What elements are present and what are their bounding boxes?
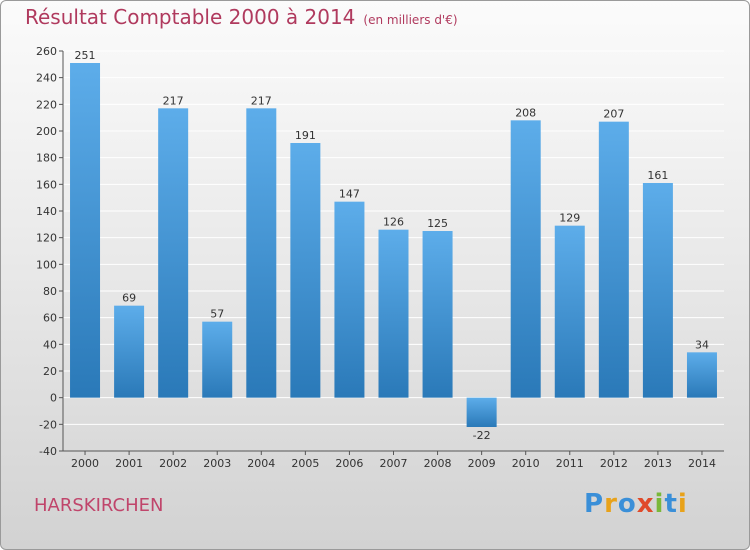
y-tick-label: 140 <box>36 205 57 218</box>
y-tick-label: 220 <box>36 98 57 111</box>
x-tick-label: 2002 <box>159 457 187 470</box>
value-label: 251 <box>75 49 96 62</box>
y-tick-label: 40 <box>43 338 57 351</box>
bar-2004 <box>246 108 277 398</box>
y-tick-label: -20 <box>39 418 57 431</box>
value-labels: 251 69 217 57 217 191 147 126 125 -22 208 129 207 161… <box>75 49 709 442</box>
bar-2014 <box>686 352 717 398</box>
bar-2003 <box>202 321 233 398</box>
bar-2002 <box>158 108 189 398</box>
y-tick-label: 0 <box>50 392 57 405</box>
unit-label: (en milliers d'€) <box>363 13 458 27</box>
value-label: 125 <box>427 217 448 230</box>
value-label: 191 <box>295 129 316 142</box>
x-tick-label: 2004 <box>247 457 275 470</box>
y-tick-labels: -40 -20 0 20 40 60 80 100 120 140 160 180 200 220 240 2… <box>36 45 57 458</box>
x-tick-label: 2008 <box>424 457 452 470</box>
value-label: 69 <box>122 292 136 305</box>
proxiti-logo: Proxiti <box>584 489 688 519</box>
bar-2001 <box>114 305 145 398</box>
y-tick-label: 100 <box>36 258 57 271</box>
x-tick-label: 2005 <box>291 457 319 470</box>
commune-name: HARSKIRCHEN <box>34 495 164 516</box>
value-label: 147 <box>339 188 360 201</box>
x-tick-label: 2012 <box>600 457 628 470</box>
y-tick-label: 180 <box>36 152 57 165</box>
value-label: 208 <box>515 106 536 119</box>
bar-2007 <box>378 229 409 398</box>
bar-2010 <box>510 120 541 398</box>
bar-2013 <box>642 183 673 398</box>
x-tick-label: 2007 <box>380 457 408 470</box>
x-tick-label: 2003 <box>203 457 231 470</box>
bar-2006 <box>334 201 365 398</box>
value-label: -22 <box>473 429 491 442</box>
title-text: Résultat Comptable 2000 à 2014 <box>25 5 356 29</box>
bar-2012 <box>598 121 629 398</box>
x-tick-label: 2009 <box>468 457 496 470</box>
x-tick-labels: 2000 2001 2002 2003 2004 2005 2006 2007 2008 2009… <box>71 451 716 470</box>
bar-2009 <box>466 397 497 427</box>
bar-2008 <box>422 231 453 398</box>
y-tick-label: 20 <box>43 365 57 378</box>
bar-2000 <box>70 63 101 398</box>
x-tick-label: 2014 <box>688 457 716 470</box>
x-tick-label: 2000 <box>71 457 99 470</box>
x-tick-label: 2013 <box>644 457 672 470</box>
chart-title: Résultat Comptable 2000 à 2014 (en millie… <box>25 5 458 29</box>
y-tick-label: 160 <box>36 178 57 191</box>
y-tick-label: 260 <box>36 45 57 58</box>
y-tick-label: 80 <box>43 285 57 298</box>
value-label: 217 <box>251 94 272 107</box>
value-label: 57 <box>210 308 224 321</box>
value-label: 207 <box>603 108 624 121</box>
bar-2005 <box>290 143 321 398</box>
y-tick-label: 120 <box>36 232 57 245</box>
value-label: 34 <box>695 338 709 351</box>
y-tick-label: 60 <box>43 312 57 325</box>
x-tick-label: 2001 <box>115 457 143 470</box>
value-label: 161 <box>647 169 668 182</box>
value-label: 126 <box>383 216 404 229</box>
bar-2011 <box>554 225 585 398</box>
x-tick-label: 2010 <box>512 457 540 470</box>
value-label: 217 <box>163 94 184 107</box>
y-tick-label: 240 <box>36 72 57 85</box>
x-tick-label: 2006 <box>335 457 363 470</box>
value-label: 129 <box>559 212 580 225</box>
x-tick-label: 2011 <box>556 457 584 470</box>
y-tick-label: 200 <box>36 125 57 138</box>
y-tick-label: -40 <box>39 445 57 458</box>
bars <box>70 63 717 427</box>
